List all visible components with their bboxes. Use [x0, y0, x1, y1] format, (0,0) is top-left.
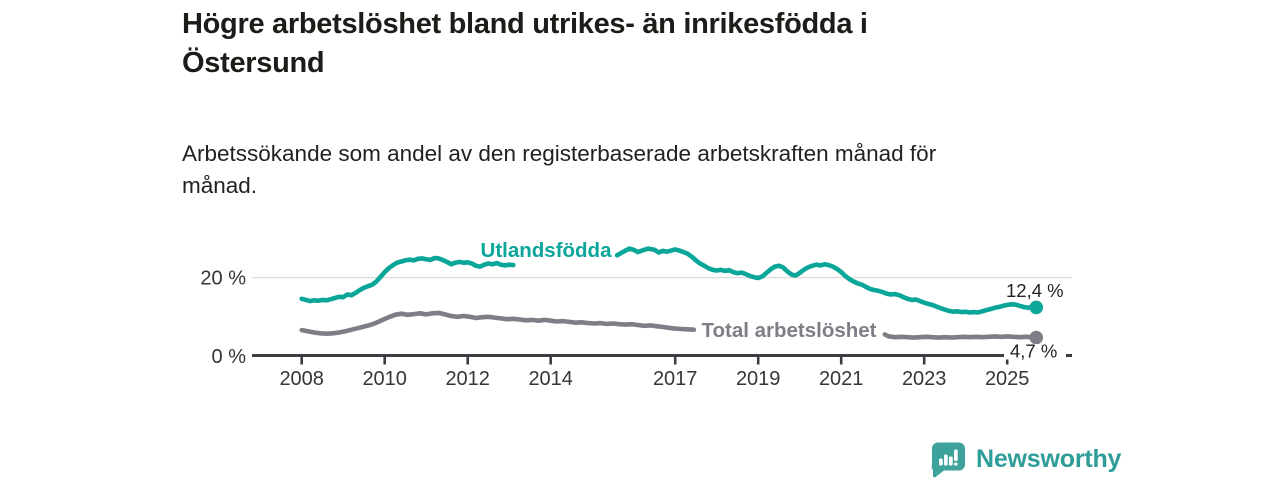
brand-name: Newsworthy [976, 444, 1122, 473]
chart-subtitle-line1: Arbetssökande som andel av den registerb… [182, 141, 937, 166]
end-value-label-utlandsfodda: 12,4 % [1006, 280, 1064, 301]
x-tick-label: 2017 [653, 368, 698, 390]
x-tick-label: 2023 [902, 368, 947, 390]
x-tick-label: 2008 [279, 368, 324, 390]
y-axis-label: 0 % [212, 346, 247, 368]
bar-chart-speech-bubble-icon [931, 442, 965, 477]
x-tick-label: 2025 [985, 368, 1030, 390]
series-end-dot [1029, 330, 1044, 345]
chart-subtitle: Arbetssökande som andel av den registerb… [182, 138, 1082, 202]
series-line-total [882, 332, 1039, 340]
series-line-utlandsfodda [299, 255, 516, 304]
series-label: Utlandsfödda [481, 239, 613, 262]
x-tick-label: 2012 [445, 368, 490, 390]
chart-title: Högre arbetslöshet bland utrikes- än inr… [182, 5, 1062, 83]
series-line-total [299, 310, 697, 337]
x-tick-label: 2014 [528, 368, 573, 390]
newsworthy-brand: Newsworthy [930, 440, 1121, 478]
chart-subtitle-line2: månad. [182, 173, 258, 198]
series-label: Total arbetslöshet [701, 319, 876, 342]
x-tick-label: 2010 [362, 368, 407, 390]
x-tick-label: 2019 [736, 368, 781, 390]
chart-title-line2: Östersund [182, 47, 325, 79]
y-axis-label: 20 % [200, 268, 246, 290]
end-label-backplate [1004, 344, 1066, 360]
end-value-label-total: 4,7 % [1010, 341, 1057, 362]
series-end-dot [1029, 300, 1044, 315]
x-tick-label: 2021 [819, 368, 864, 390]
chart-title-line1: Högre arbetslöshet bland utrikes- än inr… [182, 8, 868, 40]
series-line-utlandsfodda [614, 246, 1039, 315]
